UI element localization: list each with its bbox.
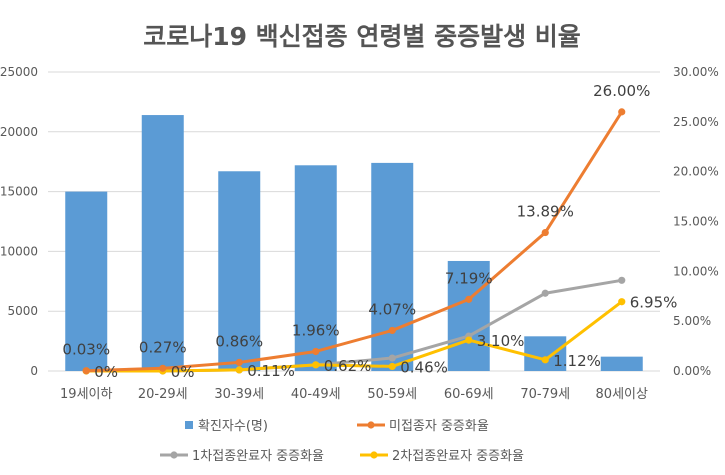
right-tick-label: 10.00%	[673, 264, 719, 278]
marker-미접종자 중증화율	[465, 295, 473, 303]
bar-19세이하	[65, 191, 108, 371]
category-label: 19세이하	[60, 387, 112, 402]
bar-70-79세	[524, 336, 567, 371]
left-tick-label: 5000	[7, 304, 38, 318]
right-axis: 0.00% 5.00% 10.00% 15.00% 20.00% 25.00% 30.00%	[673, 65, 719, 378]
right-tick-label: 25.00%	[673, 115, 719, 129]
label-2nd-dose: 0.11%	[247, 362, 295, 380]
label-unvaccinated: 4.07%	[368, 300, 416, 318]
chart-title: 코로나19 백신접종 연령별 중증발생 비율	[143, 22, 581, 51]
right-tick-label: 20.00%	[673, 165, 719, 179]
marker-미접종자 중증화율	[159, 364, 167, 372]
marker-2차접종완료자 중증화율	[312, 361, 320, 369]
marker-1차접종완료자 중증화율	[541, 289, 549, 297]
marker-1차접종완료자 중증화율	[618, 276, 626, 284]
marker-미접종자 중증화율	[388, 326, 396, 335]
marker-미접종자 중증화율	[82, 367, 90, 375]
bar-50-59세	[371, 162, 414, 371]
gridlines	[48, 71, 660, 372]
left-tick-label: 15000	[0, 185, 38, 199]
label-2nd-dose: 0%	[171, 363, 195, 381]
left-tick-label: 25000	[0, 65, 38, 79]
bar-30-39세	[218, 171, 261, 371]
marker-2차접종완료자 중증화율	[235, 366, 243, 374]
category-label: 20-29세	[138, 387, 188, 402]
label-2nd-dose: 6.95%	[630, 294, 678, 312]
label-unvaccinated: 13.89%	[517, 203, 574, 221]
legend-swatch-bar	[185, 421, 193, 429]
legend-label: 확진자수(명)	[198, 419, 268, 434]
label-unvaccinated: 1.96%	[292, 321, 340, 339]
legend-swatch-marker	[370, 451, 378, 459]
legend-swatch-marker	[367, 421, 375, 429]
left-axis: 0 5000 10000 15000 20000 25000	[0, 65, 38, 378]
category-axis: 19세이하 20-29세 30-39세 40-49세 50-59세 60-69세 70-79…	[60, 387, 648, 402]
marker-2차접종완료자 중증화율	[465, 336, 473, 344]
label-unvaccinated: 0.27%	[139, 338, 187, 356]
marker-2차접종완료자 중증화율	[388, 362, 396, 371]
right-tick-label: 30.00%	[673, 65, 719, 79]
right-tick-label: 15.00%	[673, 215, 719, 229]
bar-80세이상	[600, 356, 643, 371]
bar-20-29세	[141, 115, 184, 371]
marker-2차접종완료자 중증화율	[618, 298, 626, 306]
category-label: 80세이상	[596, 387, 648, 402]
data-labels: 0.03% 0.27% 0.86% 1.96% 4.07% 7.19% 13.89% 26.0…	[62, 82, 677, 381]
label-2nd-dose: 3.10%	[477, 332, 525, 350]
legend-label: 미접종자 중증화율	[389, 419, 489, 434]
label-unvaccinated: 0.03%	[62, 341, 110, 359]
label-unvaccinated: 26.00%	[593, 82, 650, 100]
label-unvaccinated: 0.86%	[215, 332, 263, 350]
marker-2차접종완료자 중증화율	[541, 356, 549, 364]
label-2nd-dose: 1.12%	[553, 352, 601, 370]
label-2nd-dose: 0.46%	[400, 358, 448, 376]
left-tick-label: 10000	[0, 244, 38, 258]
category-label: 40-49세	[291, 387, 341, 402]
category-label: 30-39세	[214, 387, 264, 402]
line-미접종자 중증화율	[86, 111, 624, 373]
bar-40-49세	[294, 165, 337, 371]
bar-60-69세	[447, 260, 490, 371]
label-2nd-dose: 0%	[94, 363, 118, 381]
legend-label: 1차접종완료자 중증화율	[192, 449, 324, 464]
line-2차접종완료자 중증화율	[86, 300, 623, 373]
legend: 확진자수(명) 미접종자 중증화율 1차접종완료자 중증화율 2차접종완료자 중증화율	[160, 419, 524, 464]
legend-swatch-marker	[170, 451, 178, 459]
category-label: 50-59세	[367, 387, 417, 402]
legend-label: 2차접종완료자 중증화율	[392, 449, 524, 464]
label-unvaccinated: 7.19%	[445, 269, 493, 287]
marker-미접종자 중증화율	[618, 108, 626, 116]
marker-미접종자 중증화율	[312, 347, 320, 356]
right-tick-label: 0.00%	[673, 364, 711, 378]
left-tick-label: 0	[30, 364, 38, 378]
right-tick-label: 5.00%	[673, 314, 711, 328]
label-2nd-dose: 0.62%	[324, 357, 372, 375]
marker-미접종자 중증화율	[541, 228, 549, 237]
category-label: 70-79세	[520, 387, 570, 402]
category-label: 60-69세	[444, 387, 494, 402]
left-tick-label: 20000	[0, 125, 38, 139]
marker-미접종자 중증화율	[235, 358, 243, 367]
marker-1차접종완료자 중증화율	[388, 354, 396, 362]
bar-series	[65, 115, 643, 371]
line-series	[82, 108, 626, 375]
